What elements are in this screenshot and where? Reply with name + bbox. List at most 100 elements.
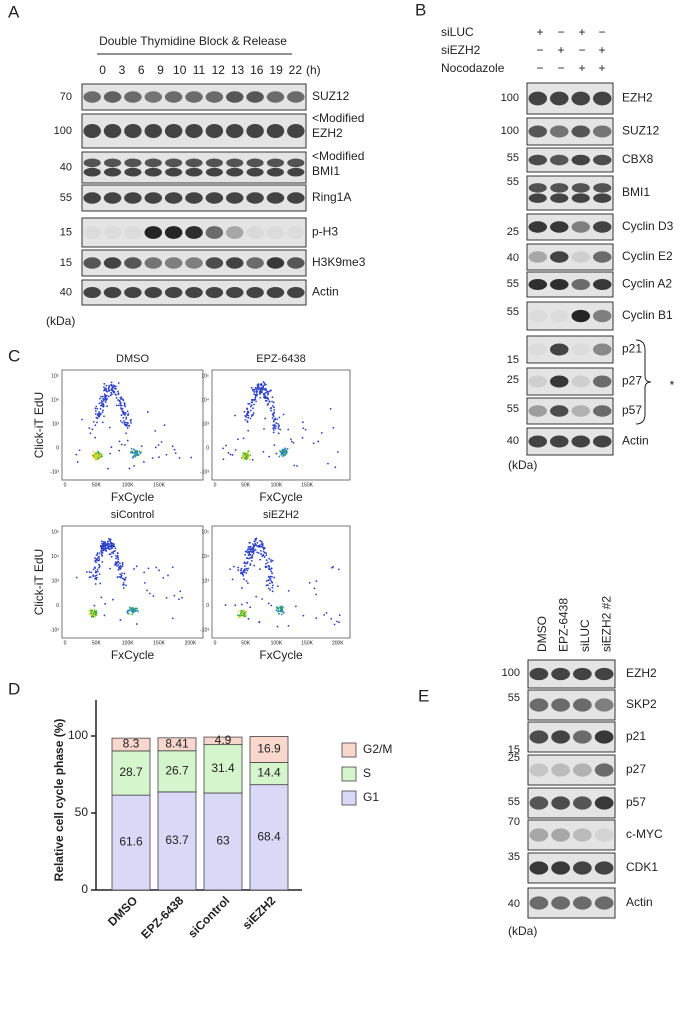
flow-dot (115, 557, 117, 560)
bar-segment (157, 750, 197, 793)
band (528, 309, 547, 323)
flow-dot (240, 569, 242, 572)
marker-size: 40 (60, 286, 72, 298)
flow-dot (247, 403, 250, 405)
flow-dot (293, 464, 296, 467)
x-tick-label: 150K (153, 640, 165, 646)
flow-dot (126, 439, 129, 442)
flow-dot (98, 457, 101, 460)
flow-dot (117, 393, 120, 396)
flow-dot (131, 450, 134, 453)
band (124, 124, 142, 138)
blot (81, 151, 307, 184)
panel-letter: C (8, 346, 20, 365)
band (185, 192, 203, 204)
flow-dot (112, 550, 115, 553)
flow-dot (273, 576, 276, 579)
flow-dot (287, 428, 290, 431)
lane-label: 22 (289, 63, 303, 77)
y-tick-label: -10³ (200, 469, 209, 475)
lane-label: siEZH2 #2 (600, 596, 614, 652)
band (528, 91, 547, 106)
flow-dot (243, 578, 245, 581)
band (593, 221, 612, 233)
blot-name: c-MYC (626, 827, 663, 841)
flow-dot (179, 590, 182, 593)
band (287, 192, 305, 204)
flow-dot (276, 625, 279, 628)
flow-dot (123, 579, 126, 582)
flow-dot (98, 566, 100, 569)
blot-name: Cyclin D3 (622, 219, 674, 233)
flow-dot (98, 563, 100, 566)
flow-dot (93, 604, 96, 607)
flow-dot (107, 467, 110, 470)
flow-dot (163, 424, 166, 427)
band (529, 698, 549, 712)
band (246, 167, 264, 177)
flow-dot (98, 552, 101, 554)
band (246, 226, 264, 239)
band (571, 343, 590, 356)
flow-dot (262, 550, 265, 553)
flow-dot (260, 543, 263, 546)
flow-dot (268, 390, 271, 393)
flow-dot (274, 417, 277, 420)
flow-dot (104, 546, 106, 549)
flow-dot (253, 403, 255, 406)
flow-dot (114, 554, 117, 557)
flow-dot (102, 409, 104, 412)
y-axis-label: Relative cell cycle phase (%) (52, 719, 66, 882)
marker-size: 100 (54, 125, 72, 137)
flow-dot (327, 462, 329, 465)
band (571, 183, 590, 193)
flow-dot (101, 561, 104, 563)
flow-dot (171, 566, 174, 568)
flow-dot (330, 617, 333, 620)
flow-dot (277, 422, 279, 425)
flow-dot (262, 450, 265, 453)
flow-dot (270, 580, 273, 582)
flow-dot (90, 612, 92, 615)
flow-dot (121, 563, 124, 566)
x-tick-label: 0 (64, 640, 67, 646)
flow-dot (121, 565, 124, 568)
flow-dot (107, 388, 110, 391)
flow-dot (127, 422, 129, 424)
value-label: 14.4 (257, 766, 281, 780)
blot-name: H3K9me3 (312, 255, 366, 269)
flow-dot (98, 573, 101, 576)
flow-dot (258, 568, 261, 571)
flow-dot (265, 584, 268, 587)
flow-dot (173, 448, 176, 451)
band (83, 257, 101, 269)
flow-dot (117, 404, 120, 407)
marker-size: 55 (507, 176, 519, 188)
flow-dot (247, 548, 250, 551)
flow-dot (102, 395, 104, 398)
bar-segment (157, 791, 197, 891)
flow-dot (263, 428, 265, 430)
flow-dot (108, 537, 110, 540)
flow-dot (236, 614, 239, 617)
blot-name: p57 (622, 403, 642, 417)
flow-dot (132, 456, 134, 459)
flow-dot (123, 420, 125, 422)
flow-dot (110, 545, 113, 547)
flow-dot (260, 390, 263, 392)
flow-dot (103, 395, 106, 398)
flow-dot (292, 441, 295, 444)
flow-dot (178, 457, 181, 459)
flow-dot (269, 578, 272, 580)
band (528, 405, 547, 417)
flow-dot (246, 557, 249, 559)
value-label: 8.3 (123, 737, 140, 751)
flow-dot (268, 576, 271, 579)
flow-dots (224, 537, 341, 628)
value-label: 68.4 (257, 830, 281, 844)
condition-sign: + (578, 61, 585, 75)
band (144, 91, 163, 103)
flow-dot (90, 609, 92, 612)
flow-dot (76, 461, 79, 463)
flow-dot (132, 606, 135, 609)
